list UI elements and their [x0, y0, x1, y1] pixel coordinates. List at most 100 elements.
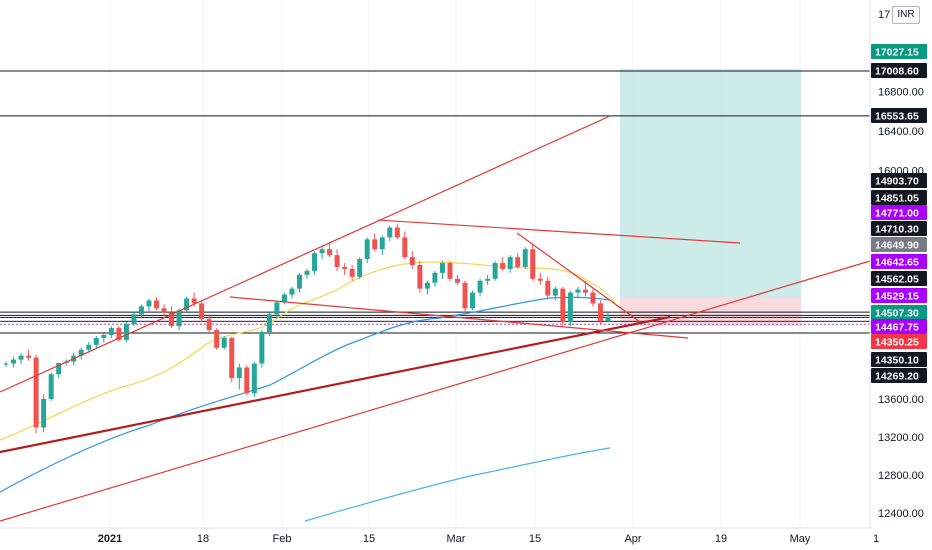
candle[interactable]: [605, 312, 611, 323]
candle[interactable]: [18, 352, 24, 365]
candle[interactable]: [312, 251, 318, 275]
candle[interactable]: [108, 326, 114, 338]
candle[interactable]: [93, 335, 99, 349]
candle[interactable]: [33, 354, 39, 434]
candle[interactable]: [447, 261, 453, 281]
candle[interactable]: [439, 261, 445, 279]
candle[interactable]: [184, 296, 190, 313]
price-tag[interactable]: 14529.15: [871, 288, 927, 303]
price-tag[interactable]: 14771.00: [871, 205, 927, 220]
candle[interactable]: [470, 290, 476, 311]
candle[interactable]: [259, 330, 265, 368]
candle[interactable]: [515, 253, 521, 269]
candle[interactable]: [138, 304, 144, 319]
candle[interactable]: [522, 247, 528, 269]
price-tag[interactable]: 14851.05: [871, 190, 927, 205]
candle[interactable]: [251, 361, 257, 398]
candle[interactable]: [221, 335, 227, 350]
candle[interactable]: [116, 326, 122, 342]
candle[interactable]: [176, 308, 182, 331]
candle[interactable]: [590, 288, 596, 307]
candle[interactable]: [379, 235, 385, 256]
candle[interactable]: [26, 349, 32, 361]
time-axis[interactable]: 2021 18 Feb 15 Mar 15 Apr 19 May 1: [0, 527, 879, 545]
candle[interactable]: [387, 225, 393, 242]
candle[interactable]: [455, 274, 460, 285]
candle[interactable]: [402, 231, 408, 260]
price-tag[interactable]: 14350.25: [871, 334, 927, 349]
price-tag[interactable]: 14903.70: [871, 173, 927, 188]
candle[interactable]: [462, 280, 468, 313]
candle[interactable]: [582, 280, 588, 297]
candle[interactable]: [327, 243, 333, 258]
price-tag[interactable]: 14269.20: [871, 368, 927, 383]
candle[interactable]: [364, 237, 370, 264]
candle[interactable]: [266, 312, 272, 336]
candle[interactable]: [3, 361, 9, 367]
candle[interactable]: [357, 257, 363, 279]
candle[interactable]: [41, 394, 47, 433]
price-tag[interactable]: 14649.90: [871, 237, 927, 252]
candle[interactable]: [417, 261, 423, 293]
candle[interactable]: [485, 274, 491, 285]
candle[interactable]: [575, 286, 581, 299]
candle[interactable]: [229, 336, 235, 382]
candle[interactable]: [477, 278, 483, 297]
candle[interactable]: [567, 290, 573, 327]
candle[interactable]: [560, 286, 566, 327]
candle[interactable]: [101, 333, 107, 343]
price-tag[interactable]: 14467.75: [871, 319, 927, 334]
candle[interactable]: [214, 328, 220, 350]
candle[interactable]: [424, 280, 430, 295]
candle[interactable]: [86, 341, 92, 353]
candle[interactable]: [289, 286, 295, 299]
candle[interactable]: [334, 249, 340, 271]
candle[interactable]: [500, 257, 506, 271]
price-tag[interactable]: 14642.65: [871, 254, 927, 269]
currency-label[interactable]: INR: [892, 6, 920, 24]
candle[interactable]: [394, 223, 400, 240]
candle[interactable]: [154, 297, 159, 311]
price-tag[interactable]: 17027.15: [871, 44, 927, 59]
candle[interactable]: [530, 243, 536, 281]
target-zone[interactable]: [620, 69, 801, 298]
candle[interactable]: [342, 263, 348, 275]
price-tag[interactable]: 14562.05: [871, 271, 927, 286]
price-axis[interactable]: 12400.0012800.0013200.0013600.0016000.00…: [869, 0, 927, 528]
price-tag[interactable]: 14507.30: [871, 305, 927, 320]
candle[interactable]: [537, 272, 543, 285]
horizontal-levels[interactable]: [0, 70, 870, 334]
candle[interactable]: [409, 251, 415, 269]
candle[interactable]: [552, 286, 558, 301]
candle[interactable]: [78, 347, 84, 360]
candle[interactable]: [349, 265, 355, 281]
candle[interactable]: [244, 365, 250, 396]
candle[interactable]: [545, 276, 551, 299]
candle[interactable]: [597, 300, 603, 325]
price-tag[interactable]: 14350.10: [871, 352, 927, 367]
candle[interactable]: [48, 372, 54, 401]
price-tag[interactable]: 17008.60: [871, 63, 927, 78]
trendlines[interactable]: [0, 115, 871, 522]
candle[interactable]: [206, 316, 212, 333]
candle[interactable]: [319, 245, 325, 260]
candle[interactable]: [507, 255, 513, 273]
price-tag[interactable]: 16553.65: [871, 108, 927, 123]
candle[interactable]: [11, 356, 17, 368]
candle[interactable]: [432, 270, 438, 287]
candle[interactable]: [372, 233, 378, 252]
candle[interactable]: [304, 268, 310, 279]
candle[interactable]: [161, 304, 167, 317]
candle[interactable]: [296, 272, 302, 293]
candle[interactable]: [169, 306, 175, 329]
candle[interactable]: [146, 298, 152, 313]
candle[interactable]: [236, 363, 242, 390]
candle[interactable]: [56, 362, 62, 379]
candle[interactable]: [199, 300, 205, 323]
price-tag[interactable]: 14710.30: [871, 221, 927, 236]
candle[interactable]: [274, 300, 280, 319]
candle[interactable]: [123, 322, 129, 342]
candle[interactable]: [131, 312, 137, 327]
candles[interactable]: [3, 223, 611, 434]
